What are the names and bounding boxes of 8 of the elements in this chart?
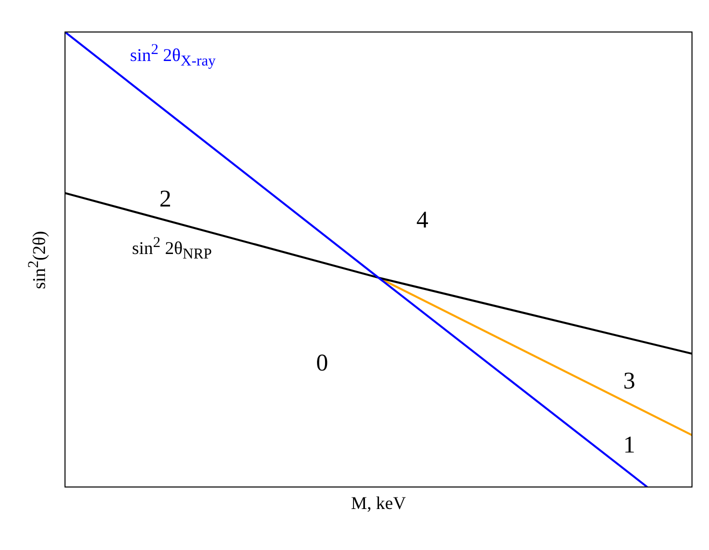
series-label: sin$^{2}$ 2θ$_{X-ray}$ [130,42,216,71]
annotation: 3 [623,368,636,396]
annotation: 4 [416,207,428,234]
annotation: 1 [623,432,636,460]
x-axis-title: M, keV [351,493,406,514]
series-label: sin$^{2}$ 2θ$_{NRP}$ [132,235,212,264]
annotation: 0 [316,350,328,378]
annotation: 2 [159,186,172,214]
